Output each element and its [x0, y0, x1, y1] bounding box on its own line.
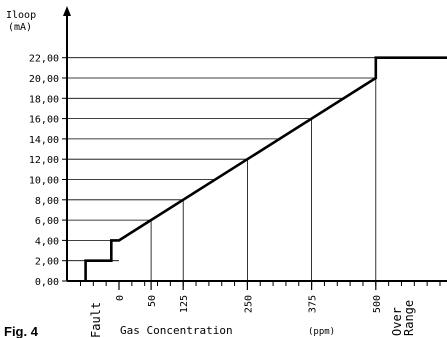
x-tick-label: 125 [179, 295, 190, 313]
y-tick-label: 10,00 [29, 176, 59, 187]
x-axis-ticks: 0 50 125 250 375 500 [79, 281, 441, 313]
y-tick-label: 6,00 [35, 216, 59, 227]
x-tick-label: 0 [115, 295, 126, 301]
y-axis-ticks: 0,00 2,00 4,00 6,00 8,00 10,00 12,00 14,00 16,00… [29, 54, 67, 288]
x-tick-label: 50 [147, 295, 158, 307]
x-axis-label: Gas Concentration [120, 324, 233, 337]
guide-lines [67, 57, 377, 281]
x-tick-label: 500 [372, 295, 383, 313]
y-tick-label: 4,00 [35, 236, 59, 247]
x-axis-unit: (ppm) [308, 327, 335, 337]
axes [63, 6, 447, 282]
y-tick-label: 20,00 [29, 74, 59, 85]
y-tick-label: 22,00 [29, 54, 59, 65]
x-tick-label: 250 [243, 295, 254, 313]
fault-label: Fault [89, 302, 103, 338]
y-axis-label-line2: (mA) [8, 22, 32, 33]
loop-current-line [84, 56, 447, 281]
y-axis-arrow [63, 6, 71, 16]
over-range-label-line2: Range [402, 300, 416, 336]
x-tick-label: 375 [308, 295, 319, 313]
over-range-label-line1: Over [390, 307, 404, 336]
figure-label: Fig. 4 [4, 324, 39, 338]
y-tick-label: 0,00 [35, 277, 59, 288]
y-tick-label: 12,00 [29, 155, 59, 166]
y-tick-label: 14,00 [29, 135, 59, 146]
y-tick-label: 18,00 [29, 94, 59, 105]
y-axis-label-line1: Iloop [6, 10, 36, 21]
series [84, 56, 447, 281]
y-tick-label: 8,00 [35, 196, 59, 207]
y-tick-label: 16,00 [29, 115, 59, 126]
y-tick-label: 2,00 [35, 257, 59, 268]
